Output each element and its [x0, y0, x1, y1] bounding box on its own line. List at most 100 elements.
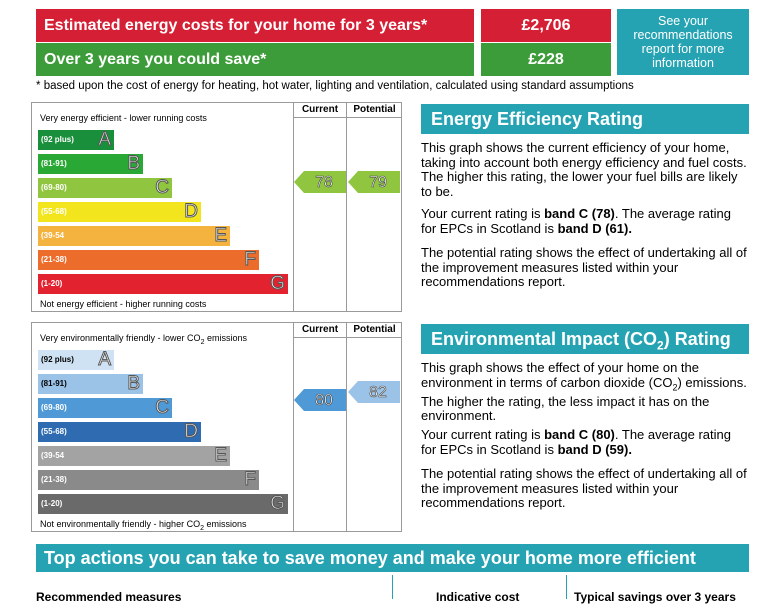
env-p1-sub: 2 — [672, 382, 678, 393]
energy-band-letter: G — [270, 273, 286, 295]
top-actions-heading: Top actions you can take to save money a… — [36, 544, 749, 572]
energy-band-f: (21-38) F — [38, 249, 259, 271]
energy-band-range: (69-80) — [41, 183, 67, 192]
energy-cost-label: Estimated energy costs for your home for… — [36, 9, 474, 42]
env-bottom-note: Not environmentally friendly - higher CO… — [40, 519, 247, 532]
env-rating-para-1: This graph shows the effect of your home… — [421, 360, 749, 424]
energy-potential-header: Potential — [353, 104, 396, 115]
energy-band-range: (1-20) — [41, 279, 63, 288]
env-band-b: (81-91) B — [38, 373, 143, 395]
env-heading-post: ) Rating — [663, 329, 731, 349]
energy-band-c: (69-80) C — [38, 177, 172, 199]
env-band-g: (1-20) G — [38, 493, 288, 515]
env-rating-para-3: The potential rating shows the effect of… — [421, 466, 747, 510]
energy-current-pointer: 78 — [315, 174, 333, 192]
env-band-range: (55-68) — [41, 427, 67, 436]
energy-rating-para-1: This graph shows the current efficiency … — [421, 140, 747, 199]
environmental-rating-graph: Current Potential Very environmentally f… — [31, 322, 402, 532]
energy-current-header: Current — [301, 104, 339, 115]
energy-potential-pointer: 79 — [369, 174, 387, 192]
env-band-letter: B — [127, 373, 141, 395]
env-band-letter: F — [244, 469, 257, 491]
energy-rating-para-2: Your current rating is band C (78). The … — [421, 206, 749, 236]
env-band-range: (92 plus) — [41, 355, 74, 364]
cost-footnote: * based upon the cost of energy for heat… — [36, 80, 634, 92]
env-top-note-text: Very environmentally friendly - lower CO — [40, 333, 201, 343]
env-p2-pre: Your current rating is — [421, 427, 545, 442]
energy-rating-p2-pre: Your current rating is — [421, 206, 545, 221]
energy-rating-p2-mid: . The average rating for EPCs in Scotlan… — [421, 206, 732, 236]
energy-band-range: (55-68) — [41, 207, 67, 216]
energy-bottom-note: Not energy efficient - higher running co… — [40, 299, 207, 309]
env-band-letter: E — [214, 445, 228, 467]
env-heading-pre: Environmental Impact (CO — [431, 329, 658, 349]
energy-band-range: (81-91) — [41, 159, 67, 168]
energy-cost-value: £2,706 — [481, 9, 611, 42]
env-heading-sub: 2 — [657, 338, 664, 353]
energy-band-range: (92 plus) — [41, 135, 74, 144]
see-recommendations-box: See your recommendations report for more… — [617, 9, 749, 75]
savings-value: £228 — [481, 43, 611, 76]
recommended-measures-header: Recommended measures — [36, 590, 182, 604]
energy-band-letter: D — [184, 201, 199, 223]
energy-band-letter: A — [98, 129, 112, 151]
env-band-letter: D — [184, 421, 199, 443]
energy-band-b: (81-91) B — [38, 153, 143, 175]
env-rating-para-2: Your current rating is band C (80). The … — [421, 427, 749, 457]
env-current-header: Current — [301, 324, 339, 335]
env-band-range: (39-54 — [41, 451, 65, 460]
indicative-cost-header: Indicative cost — [436, 590, 520, 604]
env-rating-heading: Environmental Impact (CO2) Rating — [421, 324, 749, 354]
energy-band-range: (21-38) — [41, 255, 67, 264]
env-top-note-sub: 2 — [200, 338, 205, 346]
energy-rating-graph: Current Potential Very energy efficient … — [31, 102, 402, 312]
env-current-band: band C (80) — [544, 427, 615, 442]
env-band-range: (81-91) — [41, 379, 67, 388]
footnote-mark: * — [36, 80, 41, 92]
env-band-d: (55-68) D — [38, 421, 201, 443]
energy-band-d: (55-68) D — [38, 201, 201, 223]
energy-average-band: band D (61). — [557, 220, 632, 236]
energy-potential-pointer-shape — [348, 171, 400, 193]
energy-rating-heading: Energy Efficiency Rating — [421, 104, 749, 134]
env-potential-pointer-shape — [348, 381, 400, 403]
env-p1-pre: This graph shows the effect of your home… — [421, 360, 699, 390]
energy-band-range: (39-54 — [41, 231, 65, 240]
env-band-letter: A — [98, 349, 112, 371]
energy-band-letter: E — [214, 225, 228, 247]
env-bottom-note-end: emissions — [203, 519, 247, 529]
env-potential-pointer: 82 — [369, 384, 387, 402]
energy-rating-para-3: The potential rating shows the effect of… — [421, 245, 747, 289]
env-band-letter: C — [155, 397, 170, 419]
energy-band-e: (39-54 E — [38, 225, 230, 247]
energy-band-letter: C — [155, 177, 170, 199]
env-current-pointer-shape — [294, 389, 346, 411]
env-band-f: (21-38) F — [38, 469, 259, 491]
env-band-range: (21-38) — [41, 475, 67, 484]
energy-band-letter: F — [244, 249, 257, 271]
energy-band-a: (92 plus) A — [38, 129, 114, 151]
energy-current-pointer-shape — [294, 171, 346, 193]
env-band-a: (92 plus) A — [38, 349, 114, 371]
env-band-range: (69-80) — [41, 403, 67, 412]
env-bottom-note-sub: 2 — [200, 524, 204, 532]
energy-top-note: Very energy efficient - lower running co… — [40, 113, 207, 123]
energy-band-letter: B — [127, 153, 141, 175]
footnote-text: based upon the cost of energy for heatin… — [43, 80, 634, 92]
env-current-pointer: 80 — [315, 392, 333, 410]
env-p1-post: ) emissions. The higher the rating, the … — [421, 374, 747, 424]
env-potential-header: Potential — [353, 324, 396, 335]
env-band-c: (69-80) C — [38, 397, 172, 419]
env-top-note: Very environmentally friendly - lower CO… — [40, 333, 247, 346]
env-band-letter: G — [270, 493, 286, 515]
energy-band-g: (1-20) G — [38, 273, 288, 295]
see-recommendations-text: See your recommendations report for more… — [633, 14, 733, 70]
env-band-e: (39-54 E — [38, 445, 230, 467]
env-bottom-note-text: Not environmentally friendly - higher CO — [40, 519, 201, 529]
savings-label: Over 3 years you could save* — [36, 43, 474, 76]
env-band-range: (1-20) — [41, 499, 63, 508]
typical-savings-header: Typical savings over 3 years — [574, 590, 736, 604]
env-average-band: band D (59). — [557, 441, 632, 457]
env-p2-mid: . The average rating for EPCs in Scotlan… — [421, 427, 732, 457]
env-top-note-end: emissions — [204, 333, 247, 343]
